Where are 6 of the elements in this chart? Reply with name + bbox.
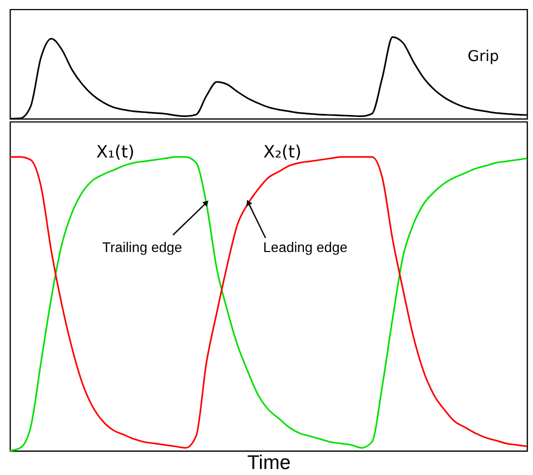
annotation: Trailing edge [102,238,182,255]
x-axis-title: Time [247,452,291,474]
text: Grip [468,47,499,65]
series-label: X₁(t) [96,141,134,162]
series-label: X₂(t) [263,141,302,162]
annotation: Leading edge [263,238,348,255]
